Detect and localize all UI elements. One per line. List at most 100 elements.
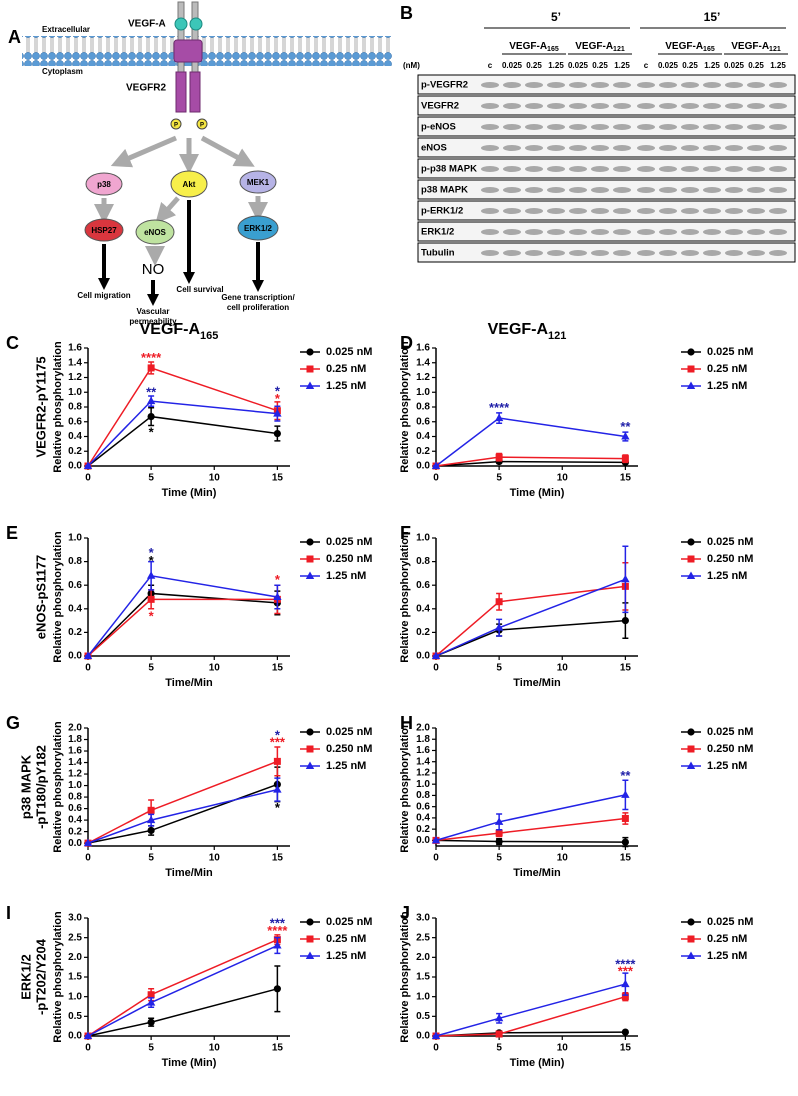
- x-tick-label: 15: [272, 473, 284, 484]
- band: [681, 124, 699, 130]
- band: [769, 103, 787, 109]
- band: [503, 145, 521, 151]
- band: [681, 208, 699, 214]
- band: [637, 166, 655, 172]
- band: [569, 103, 587, 109]
- band: [569, 208, 587, 214]
- band: [747, 124, 765, 130]
- outcome-label: Gene transcription/: [221, 293, 295, 302]
- band: [725, 124, 743, 130]
- band: [681, 82, 699, 88]
- marker: [146, 998, 156, 1006]
- legend-label: 1.25 nM: [707, 570, 747, 582]
- marker: [621, 993, 629, 1001]
- x-tick-label: 5: [496, 1043, 502, 1054]
- band: [525, 166, 543, 172]
- marker: [431, 651, 441, 659]
- band: [591, 124, 609, 130]
- dose-label: 0.025: [658, 61, 679, 70]
- legend-label: 0.025 nM: [326, 536, 372, 548]
- arrow: [110, 135, 177, 168]
- series-line: [435, 794, 626, 842]
- y-tick-label: 0.0: [68, 838, 82, 849]
- outcome-label: Cell survival: [176, 285, 223, 294]
- band: [569, 82, 587, 88]
- x-axis-label: Time (Min): [510, 487, 565, 499]
- legend-marker: [306, 365, 314, 373]
- band: [637, 103, 655, 109]
- title-text: VEGF-A: [488, 321, 549, 338]
- band: [659, 124, 677, 130]
- control-label: c: [488, 61, 493, 70]
- y-tick-label: 1.6: [68, 746, 82, 757]
- y-tick-label: 1.4: [68, 757, 82, 768]
- x-tick-label: 15: [272, 1043, 284, 1054]
- band: [481, 187, 499, 193]
- band: [681, 250, 699, 256]
- y-tick-label: 1.6: [416, 745, 430, 756]
- dose-label: 0.25: [526, 61, 542, 70]
- node: [85, 172, 123, 196]
- band: [703, 250, 721, 256]
- y-axis-label: Relative phosphorylation: [52, 341, 64, 473]
- node: [239, 170, 277, 194]
- legend-label: 0.025 nM: [326, 916, 372, 928]
- legend-marker: [306, 745, 314, 753]
- blot-row-label: p-VEGFR2: [421, 80, 468, 91]
- band: [659, 103, 677, 109]
- legend-label: 1.25 nM: [326, 760, 366, 772]
- series-line: [435, 817, 626, 842]
- band: [703, 103, 721, 109]
- band: [637, 124, 655, 130]
- series-line: [87, 783, 278, 844]
- band: [569, 166, 587, 172]
- marker: [494, 817, 504, 825]
- panel-label: D: [400, 333, 413, 353]
- marker: [495, 837, 503, 846]
- legend-marker: [686, 761, 696, 769]
- y-tick-label: 0.0: [416, 835, 430, 846]
- row-label: VEGFR2-pY1175: [33, 356, 48, 457]
- x-axis-label: Time (Min): [510, 1057, 565, 1069]
- legend-marker: [305, 761, 315, 769]
- legend-label: 0.025 nM: [326, 726, 372, 738]
- legend-marker: [306, 538, 314, 546]
- x-axis-label: Time/Min: [165, 867, 213, 879]
- series-line: [87, 988, 278, 1037]
- marker: [621, 432, 630, 440]
- y-axis-label: Relative phosphorylation: [399, 721, 411, 853]
- marker: [273, 757, 281, 765]
- band: [503, 166, 521, 172]
- dose-label: 0.25: [748, 61, 764, 70]
- legend-label: 0.25 nM: [707, 933, 747, 945]
- band: [547, 82, 565, 88]
- y-axis-label: Relative phosphorylation: [399, 531, 411, 663]
- x-tick-label: 10: [557, 473, 569, 484]
- band: [769, 145, 787, 151]
- band: [659, 229, 677, 235]
- significance-label: *: [149, 553, 155, 568]
- dose-label: 1.25: [770, 61, 786, 70]
- band: [547, 124, 565, 130]
- band: [747, 82, 765, 88]
- marker: [621, 979, 630, 988]
- x-tick-label: 0: [433, 473, 439, 484]
- band: [769, 208, 787, 214]
- band: [681, 187, 699, 193]
- band: [725, 229, 743, 235]
- x-tick-label: 0: [85, 663, 91, 674]
- y-tick-label: 2.0: [416, 723, 430, 734]
- legend-label: 0.25 nM: [326, 363, 366, 375]
- group-sub: 121: [769, 46, 781, 53]
- blot-row-label: ERK1/2: [421, 227, 454, 238]
- row-label: -pT180/pY182: [33, 745, 48, 829]
- y-tick-label: 1.4: [416, 756, 430, 767]
- y-tick-label: 1.4: [68, 357, 82, 368]
- group-name: VEGF-A: [665, 41, 703, 52]
- marker: [494, 413, 504, 422]
- group-label: VEGF-A121: [731, 41, 781, 54]
- panel-label: C: [6, 333, 19, 353]
- y-tick-label: 0.0: [416, 1031, 430, 1042]
- legend-label: 0.250 nM: [707, 553, 753, 565]
